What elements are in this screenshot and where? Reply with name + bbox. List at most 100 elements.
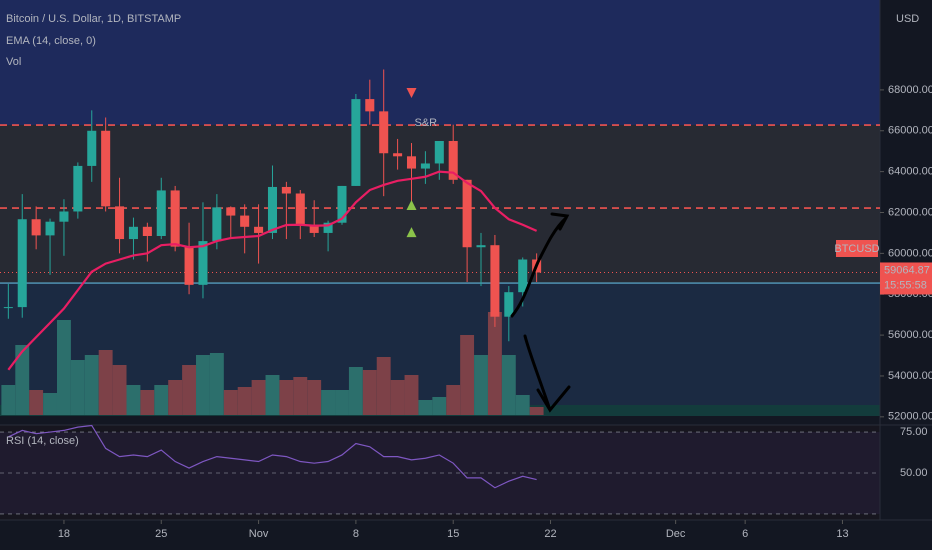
y-tick-label: 62000.00	[888, 206, 932, 218]
candle-body	[226, 207, 236, 216]
candle-body	[309, 224, 319, 233]
y-tick-label: 56000.00	[888, 329, 932, 341]
candle-body	[406, 156, 417, 169]
ema-legend: EMA (14, close, 0)	[6, 35, 96, 47]
candle-body	[462, 179, 472, 248]
volume-bar	[362, 370, 377, 415]
candle-body	[142, 226, 152, 236]
signal-marker	[406, 199, 417, 210]
candle-body	[87, 130, 97, 166]
volume-bar	[348, 367, 363, 415]
volume-bar	[237, 387, 252, 415]
candle-body	[267, 186, 277, 233]
volume-bar	[446, 385, 461, 415]
volume-bar	[376, 357, 391, 415]
ema-line	[7, 170, 538, 371]
countdown-label: 15:55:58	[884, 279, 927, 291]
candle-body	[45, 221, 55, 236]
volume-bar	[265, 375, 280, 415]
x-tick-label: 15	[447, 528, 459, 540]
volume-bar	[84, 355, 99, 415]
candle-body	[448, 140, 458, 180]
volume-bar	[223, 390, 238, 415]
volume-bar	[335, 390, 349, 415]
price-tag	[880, 262, 932, 295]
x-tick-label: Dec	[666, 528, 686, 540]
volume-bar	[154, 385, 169, 415]
rsi-tick-label: 75.00	[900, 426, 928, 438]
candle-body	[490, 245, 500, 317]
volume-bar	[460, 335, 475, 415]
volume-bar	[279, 380, 294, 415]
candle-body	[73, 165, 83, 212]
volume-bar	[98, 350, 113, 415]
candle-body	[254, 226, 264, 233]
volume-bar	[1, 385, 16, 415]
zone-low	[0, 283, 880, 405]
volume-bar	[390, 380, 405, 415]
candle-body	[3, 307, 13, 309]
candle-body	[128, 226, 138, 240]
candle-body	[365, 99, 375, 112]
candle-body	[115, 206, 125, 240]
x-tick-label: 25	[155, 528, 167, 540]
volume-bar	[15, 345, 30, 415]
candle-body	[31, 219, 41, 236]
volume-bar	[70, 360, 85, 415]
candle-body	[393, 153, 403, 157]
volume-bar	[501, 355, 516, 415]
y-tick-label: 66000.00	[888, 125, 932, 137]
candle-body	[281, 186, 291, 194]
signal-marker	[406, 87, 417, 98]
candle-body	[337, 185, 347, 223]
rsi-tick-label: 50.00	[900, 467, 928, 479]
y-tick-label: 60000.00	[888, 247, 932, 259]
x-tick-label: Nov	[249, 528, 269, 540]
x-tick-label: 13	[836, 528, 848, 540]
candle-body	[323, 222, 333, 233]
candle-body	[184, 246, 194, 285]
zone-top	[0, 0, 880, 125]
candle-body	[17, 219, 27, 308]
volume-bar	[196, 355, 210, 415]
candle-body	[295, 193, 305, 225]
volume-bar	[515, 395, 530, 415]
annotation: S&R	[415, 117, 438, 129]
candle-body	[240, 215, 250, 227]
rsi-legend: RSI (14, close)	[6, 435, 79, 447]
volume-bar	[307, 380, 322, 415]
candle-body	[518, 259, 528, 293]
candle-body	[212, 207, 222, 242]
volume-bar	[56, 320, 71, 415]
candle-body	[476, 245, 486, 248]
volume-bar	[43, 393, 57, 415]
y-tick-label: 52000.00	[888, 411, 932, 423]
y-tick-label: 68000.00	[888, 84, 932, 96]
candle-body	[379, 111, 389, 154]
candle-body	[351, 99, 361, 186]
chart-title: Bitcoin / U.S. Dollar, 1D, BITSTAMP	[6, 13, 181, 25]
candle-body	[156, 190, 166, 236]
volume-bar	[418, 400, 433, 415]
signal-marker	[406, 227, 417, 238]
candle-body	[170, 190, 180, 247]
x-tick-label: 8	[353, 528, 359, 540]
hand-drawn-arrow-down	[523, 334, 571, 413]
y-tick-label: 54000.00	[888, 370, 932, 382]
volume-bar	[182, 365, 197, 415]
candle-body	[198, 241, 208, 285]
volume-legend: Vol	[6, 56, 21, 68]
y-tick-label: 64000.00	[888, 166, 932, 178]
volume-bar	[209, 353, 224, 415]
volume-bar	[321, 390, 336, 415]
candle-body	[101, 130, 111, 207]
x-tick-label: 18	[58, 528, 70, 540]
hand-drawn-arrow-up	[510, 212, 570, 318]
volume-bar	[112, 365, 127, 415]
volume-bar	[404, 375, 419, 415]
currency-label: USD	[896, 13, 919, 25]
candle-body	[420, 163, 430, 169]
volume-bar	[487, 312, 502, 415]
volume-bar	[140, 390, 155, 415]
